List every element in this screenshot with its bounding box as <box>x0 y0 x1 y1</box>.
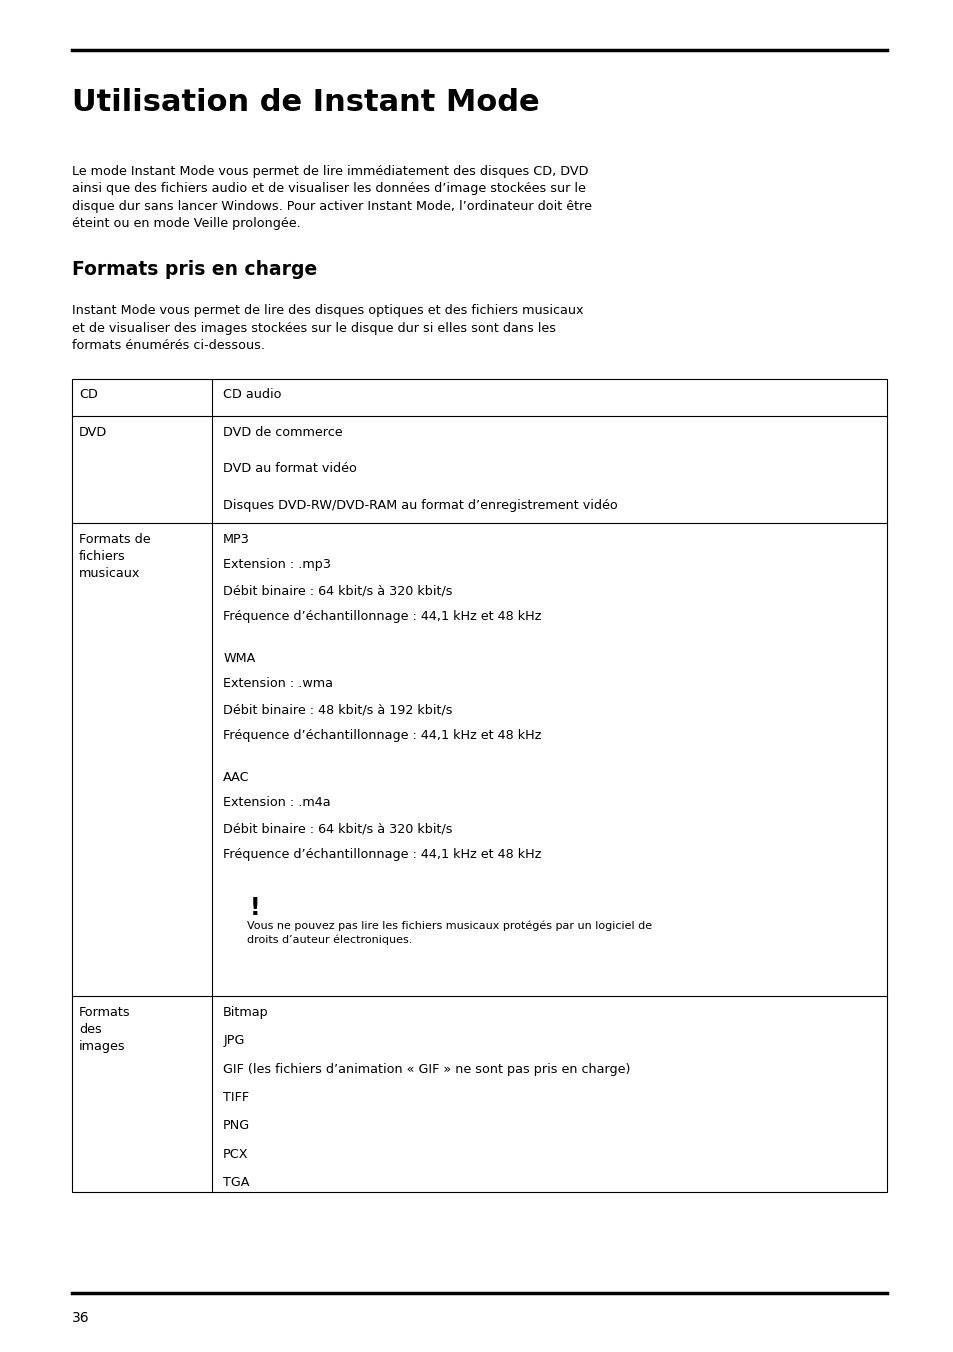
Bar <box>71 379 886 1192</box>
Text: Vous ne pouvez pas lire les fichiers musicaux protégés par un logiciel de
droits: Vous ne pouvez pas lire les fichiers mus… <box>247 921 652 945</box>
Text: Extension : .wma: Extension : .wma <box>223 677 333 691</box>
Text: Instant Mode vous permet de lire des disques optiques et des fichiers musicaux
e: Instant Mode vous permet de lire des dis… <box>71 304 582 353</box>
Text: !: ! <box>250 896 260 921</box>
Text: CD audio: CD audio <box>223 388 281 402</box>
Text: Extension : .mp3: Extension : .mp3 <box>223 558 331 572</box>
Text: Formats pris en charge: Formats pris en charge <box>71 260 316 279</box>
Text: DVD: DVD <box>79 426 108 439</box>
Text: Fréquence d’échantillonnage : 44,1 kHz et 48 kHz: Fréquence d’échantillonnage : 44,1 kHz e… <box>223 610 541 623</box>
Text: Fréquence d’échantillonnage : 44,1 kHz et 48 kHz: Fréquence d’échantillonnage : 44,1 kHz e… <box>223 848 541 861</box>
Text: CD: CD <box>79 388 98 402</box>
Text: Fréquence d’échantillonnage : 44,1 kHz et 48 kHz: Fréquence d’échantillonnage : 44,1 kHz e… <box>223 729 541 742</box>
Text: Le mode Instant Mode vous permet de lire immédiatement des disques CD, DVD
ainsi: Le mode Instant Mode vous permet de lire… <box>71 165 591 230</box>
Text: GIF (les fichiers d’animation « GIF » ne sont pas pris en charge): GIF (les fichiers d’animation « GIF » ne… <box>223 1063 630 1076</box>
Text: Débit binaire : 64 kbit/s à 320 kbit/s: Débit binaire : 64 kbit/s à 320 kbit/s <box>223 822 453 836</box>
Text: Débit binaire : 48 kbit/s à 192 kbit/s: Débit binaire : 48 kbit/s à 192 kbit/s <box>223 703 453 717</box>
Text: Disques DVD-RW/DVD-RAM au format d’enregistrement vidéo: Disques DVD-RW/DVD-RAM au format d’enreg… <box>223 499 618 512</box>
Text: JPG: JPG <box>223 1034 244 1048</box>
Text: PNG: PNG <box>223 1119 250 1133</box>
Text: TIFF: TIFF <box>223 1091 249 1105</box>
Text: 36: 36 <box>71 1311 89 1325</box>
Text: MP3: MP3 <box>223 533 250 546</box>
Text: Utilisation de Instant Mode: Utilisation de Instant Mode <box>71 88 538 116</box>
Text: Formats de
fichiers
musicaux: Formats de fichiers musicaux <box>79 533 151 580</box>
Text: PCX: PCX <box>223 1148 249 1161</box>
Text: Débit binaire : 64 kbit/s à 320 kbit/s: Débit binaire : 64 kbit/s à 320 kbit/s <box>223 584 453 598</box>
Text: Bitmap: Bitmap <box>223 1006 269 1019</box>
Text: Extension : .m4a: Extension : .m4a <box>223 796 331 810</box>
Text: DVD au format vidéo: DVD au format vidéo <box>223 462 356 476</box>
Text: AAC: AAC <box>223 771 250 784</box>
Text: DVD de commerce: DVD de commerce <box>223 426 342 439</box>
Text: WMA: WMA <box>223 652 255 665</box>
Text: Formats
des
images: Formats des images <box>79 1006 131 1053</box>
Text: TGA: TGA <box>223 1176 250 1190</box>
